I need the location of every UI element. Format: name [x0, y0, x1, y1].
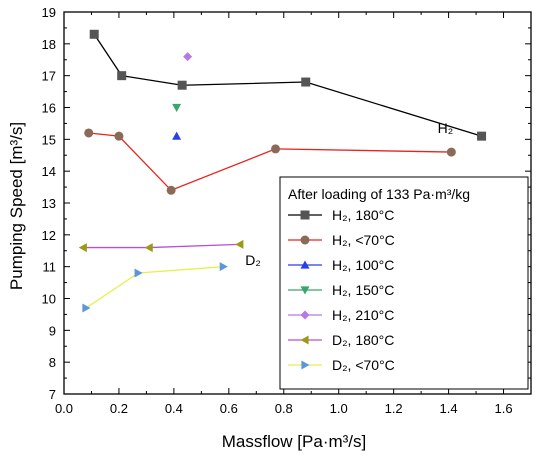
legend-label: D₂, <70°C: [332, 357, 395, 373]
x-tick-label: 0.6: [220, 401, 238, 416]
y-tick-label: 11: [43, 260, 57, 275]
x-axis-title: Massflow [Pa·m³/s]: [222, 432, 367, 451]
data-point: [89, 29, 99, 39]
x-tick-label: 0.8: [275, 401, 293, 416]
data-point: [172, 103, 182, 112]
data-point: [134, 268, 143, 278]
legend-marker: [300, 235, 310, 245]
x-tick-label: 0.2: [110, 401, 128, 416]
legend-label: H₂, 180°C: [332, 207, 394, 223]
data-point: [166, 185, 176, 195]
data-point: [446, 147, 456, 157]
series-annotation: D₂: [245, 252, 261, 268]
chart-legend: After loading of 133 Pa·m³/kg H₂, 180°CH…: [279, 176, 529, 390]
series-line: [85, 266, 224, 309]
x-tick-label: 1.0: [330, 401, 348, 416]
legend-marker: [300, 335, 309, 345]
chart-axes: 0.0 0.2 0.4 0.6 0.8 1.0 1.2 1.4 1.6 7 8 9 10 11 12 13 14…: [42, 5, 532, 416]
x-tick-label: 0.4: [165, 401, 183, 416]
data-point: [177, 80, 187, 90]
y-tick-label: 8: [49, 355, 56, 370]
y-tick-label: 9: [49, 323, 56, 338]
series-line: [83, 243, 240, 249]
y-tick-label: 10: [42, 292, 56, 307]
legend-marker: [300, 210, 310, 220]
series-annotation: H₂: [438, 120, 454, 136]
x-tick-label: 1.4: [440, 401, 458, 416]
data-point: [82, 303, 91, 313]
y-tick-label: 16: [42, 101, 56, 116]
data-point: [301, 77, 311, 87]
data-point: [219, 262, 228, 272]
data-point: [114, 131, 124, 141]
y-tick-label: 14: [42, 164, 56, 179]
data-point: [84, 128, 94, 138]
legend-label: H₂, 150°C: [332, 282, 394, 298]
y-tick-label: 13: [42, 196, 56, 211]
legend-marker: [301, 360, 310, 370]
legend-label: D₂, 180°C: [332, 332, 394, 348]
chart-marks: H₂ D₂: [78, 29, 487, 313]
data-point: [183, 52, 193, 62]
legend-label: H₂, 210°C: [332, 307, 394, 323]
data-point: [78, 243, 87, 253]
legend-entries: H₂, 180°C H₂, <70°C H₂, 100°C H₂, 150°C H₂, …: [288, 207, 395, 373]
y-tick-label: 17: [42, 69, 56, 84]
data-point: [271, 144, 281, 154]
y-tick-label: 18: [42, 37, 56, 52]
data-point: [477, 131, 487, 141]
x-tick-label: 1.2: [385, 401, 403, 416]
legend-title: After loading of 133 Pa·m³/kg: [288, 186, 470, 202]
y-tick-label: 19: [42, 5, 56, 20]
data-point: [117, 71, 127, 81]
series-line: [93, 33, 482, 137]
y-tick-label: 7: [49, 387, 56, 402]
x-tick-label: 0.0: [55, 401, 73, 416]
y-tick-label: 15: [42, 132, 56, 147]
legend-label: H₂, <70°C: [332, 232, 395, 248]
legend-label: H₂, 100°C: [332, 257, 394, 273]
legend-marker: [300, 310, 310, 320]
y-tick-label: 12: [42, 228, 56, 243]
legend-marker: [300, 286, 310, 295]
data-point: [235, 239, 244, 249]
legend-box: [279, 176, 529, 390]
legend-marker: [300, 260, 310, 269]
data-point: [172, 131, 182, 140]
data-point: [144, 243, 153, 253]
y-axis-title: Pumping Speed [m³/s]: [7, 122, 26, 290]
x-tick-label: 1.6: [494, 401, 512, 416]
